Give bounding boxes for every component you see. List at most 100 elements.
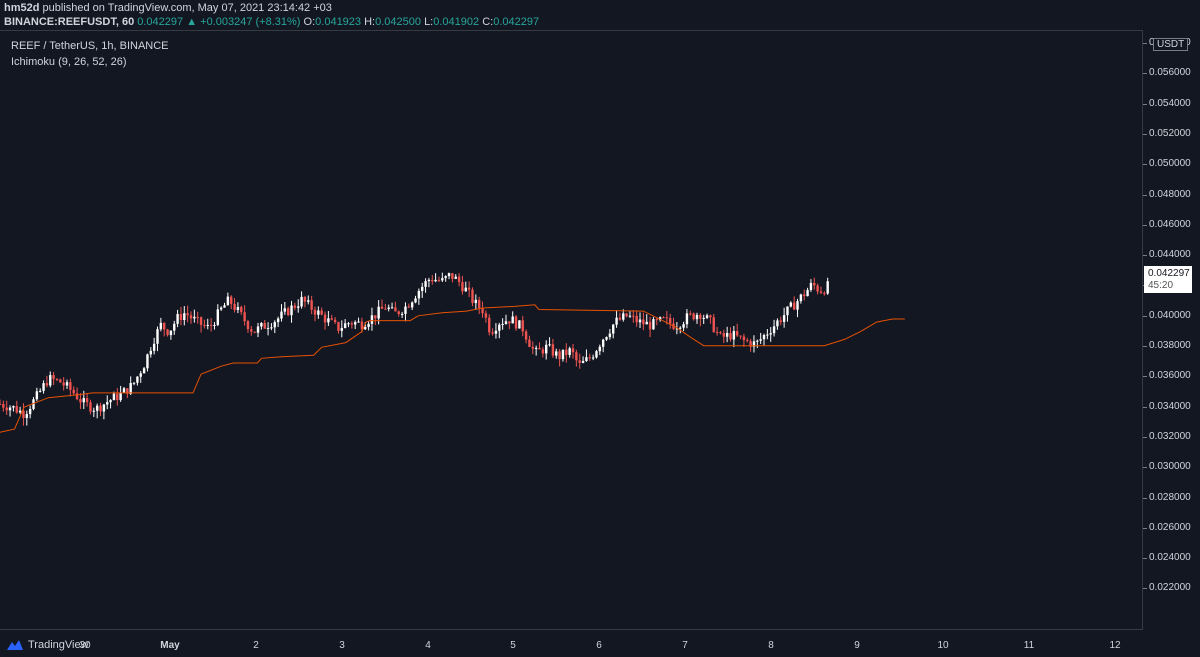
- candle-body: [243, 312, 246, 322]
- candle-body: [209, 324, 213, 326]
- candle-body: [471, 289, 474, 304]
- candle-body: [702, 317, 705, 319]
- candle-body: [233, 303, 236, 311]
- candle-body: [159, 322, 163, 330]
- time-tick-label: 7: [682, 640, 688, 651]
- open-label: O:: [303, 16, 316, 28]
- indicator-label[interactable]: Ichimoku (9, 26, 52, 26): [11, 56, 127, 68]
- candle-body: [565, 349, 568, 355]
- candle-body: [360, 321, 364, 330]
- candle-body: [732, 331, 736, 340]
- candle-body: [364, 326, 367, 330]
- chart-pane[interactable]: [0, 30, 1143, 630]
- candle-body: [658, 317, 662, 321]
- price-tick-mark: [1143, 43, 1147, 44]
- candle-body: [635, 315, 638, 323]
- publish-details: published on TradingView.com, May 07, 20…: [42, 2, 332, 14]
- candle-body: [477, 299, 481, 308]
- candle-body: [779, 320, 782, 322]
- candle-body: [581, 360, 585, 363]
- candle-body: [42, 383, 45, 391]
- candle-body: [240, 306, 243, 313]
- candle-body: [719, 332, 722, 334]
- publication-info: hm52d published on TradingView.com, May …: [4, 2, 332, 14]
- tradingview-brand[interactable]: TradingView: [6, 639, 89, 651]
- candle-body: [15, 406, 18, 413]
- tradingview-logo-icon: [7, 640, 23, 650]
- candle-body: [514, 316, 518, 329]
- candle-body: [2, 404, 5, 408]
- candle-body: [394, 307, 397, 312]
- time-tick-label: 12: [1109, 640, 1121, 651]
- candle-body: [263, 322, 266, 329]
- candle-body: [196, 316, 199, 318]
- candle-body: [504, 321, 508, 324]
- time-tick-label: 11: [1023, 640, 1035, 651]
- candle-body: [176, 313, 179, 324]
- symbol-title[interactable]: REEF / TetherUS, 1h, BINANCE: [11, 40, 169, 52]
- author-name[interactable]: hm52d: [4, 2, 40, 14]
- candle-body: [762, 335, 766, 340]
- price-tick-label: 0.038000: [1149, 340, 1191, 351]
- candle-body: [49, 375, 52, 386]
- time-tick-label: 9: [854, 640, 860, 651]
- candle-body: [679, 327, 682, 329]
- candle-body: [92, 410, 96, 412]
- price-chart[interactable]: [0, 31, 1142, 629]
- candle-body: [558, 351, 561, 360]
- candle-body: [253, 331, 256, 333]
- chart-legend: REEF / TetherUS, 1h, BINANCE Ichimoku (9…: [11, 40, 169, 68]
- candle-body: [501, 323, 504, 325]
- candle-body: [612, 324, 615, 334]
- price-tick-label: 0.030000: [1149, 461, 1191, 473]
- candle-body: [142, 368, 146, 374]
- candle-body: [622, 313, 625, 320]
- low-label: L:: [424, 16, 434, 28]
- price-axis[interactable]: 0.0580000.0560000.0540000.0520000.050000…: [1143, 30, 1200, 630]
- candle-body: [655, 319, 658, 321]
- candle-body: [65, 382, 69, 386]
- candle-body: [109, 400, 112, 403]
- candle-body: [585, 357, 588, 361]
- candle-body: [370, 315, 374, 324]
- candle-body: [444, 276, 447, 279]
- candle-body: [591, 357, 595, 359]
- candle-body: [377, 306, 380, 319]
- candle-body: [213, 324, 216, 326]
- price-tick-mark: [1143, 103, 1147, 105]
- candle-body: [173, 323, 176, 331]
- candle-body: [59, 379, 62, 383]
- currency-unit-badge[interactable]: USDT: [1153, 38, 1189, 51]
- candle-body: [729, 333, 732, 340]
- candle-body: [320, 310, 323, 315]
- candle-body: [692, 313, 695, 320]
- candle-body: [451, 273, 454, 279]
- candle-body: [206, 324, 209, 326]
- candle-body: [230, 296, 233, 304]
- candle-body: [575, 352, 578, 361]
- price-tick-mark: [1143, 376, 1147, 378]
- price-tick-mark: [1143, 497, 1147, 499]
- brand-name: TradingView: [28, 639, 89, 651]
- candle-body: [608, 333, 612, 338]
- price-tick-label: 0.040000: [1149, 309, 1191, 321]
- candle-body: [387, 307, 390, 310]
- price-tick-label: 0.056000: [1149, 67, 1191, 79]
- candle-body: [709, 315, 712, 318]
- candle-body: [689, 313, 692, 315]
- candle-body: [665, 317, 669, 319]
- candle-body: [752, 341, 756, 347]
- candle-body: [89, 402, 92, 412]
- candle-body: [256, 326, 260, 333]
- candle-body: [484, 313, 488, 318]
- time-axis[interactable]: 30 May 2 3 4 5 6 7 8 9 10 11 12: [0, 630, 1143, 657]
- candle-body: [18, 410, 22, 413]
- candle-body: [317, 310, 320, 315]
- candle-body: [772, 326, 776, 334]
- candle-body: [152, 343, 156, 351]
- candle-body: [615, 317, 618, 325]
- candle-body: [648, 321, 652, 330]
- time-tick-label: 5: [510, 640, 516, 651]
- last-price-value: 0.042297: [1148, 268, 1190, 279]
- candle-body: [72, 389, 75, 394]
